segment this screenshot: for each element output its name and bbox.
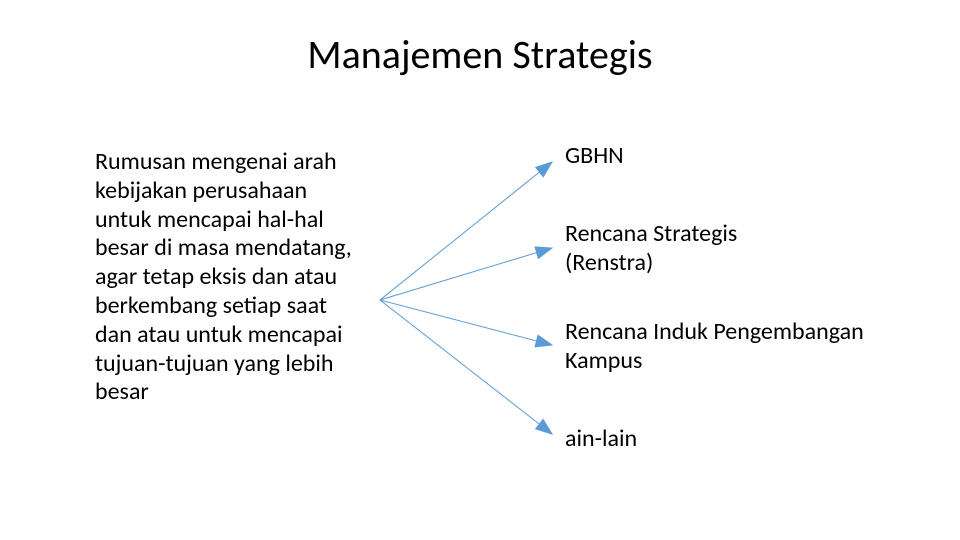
- arrow-shaft-2: [380, 300, 537, 341]
- arrow-shaft-3: [380, 300, 539, 424]
- arrow-head-1: [535, 247, 552, 258]
- arrow-shaft-1: [380, 253, 537, 300]
- slide-title: Manajemen Strategis: [0, 30, 960, 79]
- slide: Manajemen Strategis Rumusan mengenai ara…: [0, 0, 960, 540]
- arrow-shaft-0: [380, 172, 540, 300]
- definition-text: Rumusan mengenai arah kebijakan perusaha…: [95, 148, 365, 407]
- arrow-head-0: [536, 162, 552, 177]
- right-item-0: GBHN: [565, 142, 905, 171]
- right-item-3: ain-lain: [565, 425, 905, 454]
- right-item-1: Rencana Strategis (Renstra): [565, 220, 795, 278]
- arrow-head-2: [535, 335, 552, 347]
- arrow-head-3: [536, 419, 552, 434]
- right-item-2: Rencana Induk Pengembangan Kampus: [565, 318, 905, 376]
